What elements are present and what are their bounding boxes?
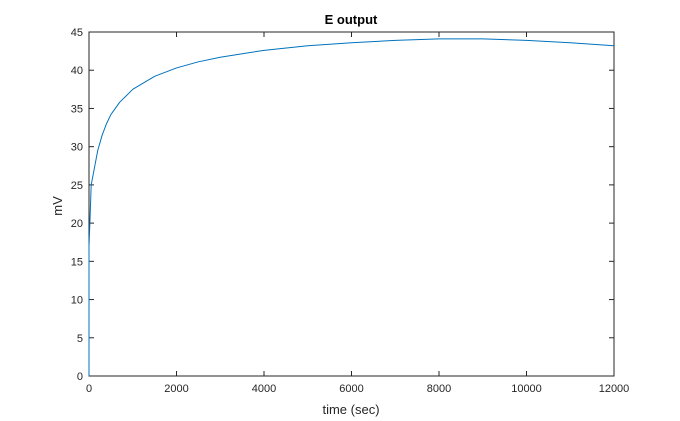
chart-title: E output [325, 12, 378, 27]
y-tick-label: 0 [77, 371, 83, 383]
y-axis-label: mV [50, 196, 65, 216]
series-line [88, 38, 615, 376]
x-tick-label: 12000 [599, 383, 630, 395]
x-axis-label: time (sec) [322, 402, 379, 417]
x-tick-label: 2000 [164, 383, 188, 395]
plot-area [88, 31, 615, 377]
y-tick-label: 5 [77, 333, 83, 345]
y-tick-label: 20 [71, 218, 83, 230]
y-tick-label: 15 [71, 256, 83, 268]
y-tick-label: 45 [71, 27, 83, 39]
x-tick-label: 4000 [252, 383, 276, 395]
y-tick-label: 10 [71, 295, 83, 307]
x-tick-label: 10000 [511, 383, 542, 395]
x-tick-label: 8000 [427, 383, 451, 395]
x-tick-label: 6000 [339, 383, 363, 395]
y-tick-label: 25 [71, 180, 83, 192]
x-tick-label: 0 [86, 383, 92, 395]
y-tick-label: 40 [71, 65, 83, 77]
y-tick-label: 35 [71, 103, 83, 115]
y-tick-label: 30 [71, 142, 83, 154]
